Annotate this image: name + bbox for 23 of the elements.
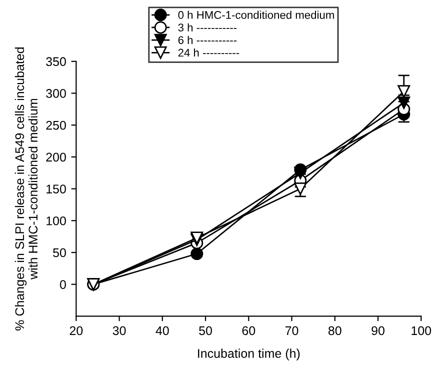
legend-label: 24 h ---------- bbox=[178, 48, 240, 57]
x-tick-label: 80 bbox=[328, 326, 342, 336]
y-tick-label: 50 bbox=[53, 248, 66, 258]
x-tick-label: 30 bbox=[112, 326, 126, 336]
legend-label: 3 h ----------- bbox=[178, 23, 237, 32]
x-tick-label: 100 bbox=[412, 326, 432, 336]
y-tick-label: 300 bbox=[46, 89, 66, 98]
y-tick-label: 100 bbox=[46, 216, 66, 226]
y-tick-label: 250 bbox=[46, 120, 66, 130]
y-tick-label: 350 bbox=[46, 57, 66, 66]
x-tick-label: 60 bbox=[242, 326, 256, 336]
x-axis-title: Incubation time (h) bbox=[198, 348, 300, 360]
legend-label: 0 h HMC-1-conditioned medium bbox=[178, 10, 334, 19]
x-tick-label: 40 bbox=[156, 326, 169, 336]
x-tick-label: 20 bbox=[70, 326, 83, 336]
y-tick-label: 0 bbox=[60, 280, 66, 289]
legend-label: 6 h ----------- bbox=[178, 36, 237, 44]
x-tick-label: 90 bbox=[372, 326, 384, 336]
y-tick-label: 200 bbox=[46, 152, 66, 162]
y-axis-title: % Changes in SLPI release in A549 cells incubated with HMC-1-conditioned medium bbox=[14, 47, 38, 330]
x-tick-label: 70 bbox=[285, 326, 298, 336]
x-tick-label: 50 bbox=[199, 326, 212, 336]
y-tick-label: 150 bbox=[46, 184, 66, 194]
